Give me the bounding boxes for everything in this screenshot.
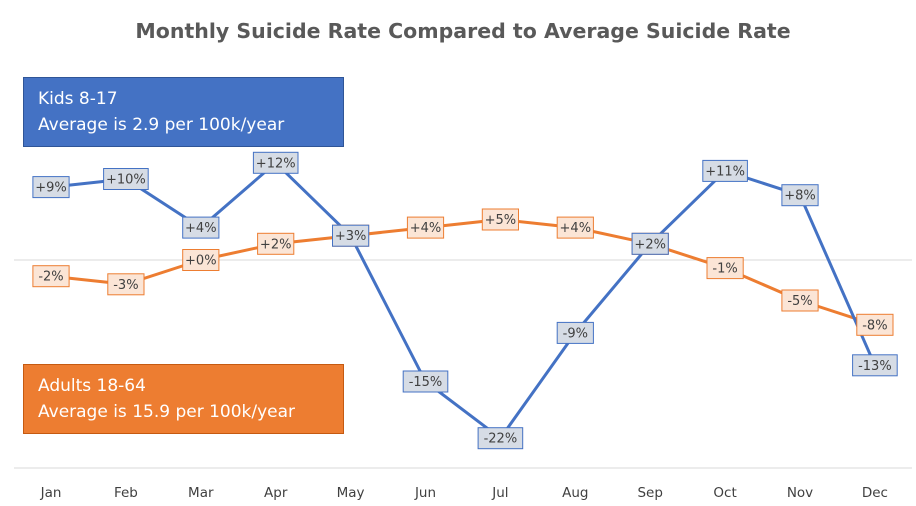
adults-label-jan: -2%	[32, 265, 70, 288]
kids-label-jul: -22%	[477, 427, 524, 450]
kids-label-text: +11%	[705, 164, 745, 179]
x-tick-mar: Mar	[188, 485, 214, 501]
adults-label-text: -5%	[787, 294, 812, 309]
x-tick-oct: Oct	[713, 485, 736, 501]
kids-legend-box: Kids 8-17 Average is 2.9 per 100k/year	[23, 77, 344, 147]
kids-label-text: +4%	[185, 221, 217, 236]
kids-label-box	[702, 159, 748, 182]
adults-label-oct: -1%	[706, 257, 744, 280]
adults-label-box	[706, 257, 744, 280]
kids-label-box	[252, 151, 299, 174]
x-tick-apr: Apr	[264, 485, 288, 501]
data-labels: -2% -3% +0% +2% +3% +4% +5% +4% +2% -1% -5% -8% +9% +…	[32, 151, 898, 450]
kids-label-may: +3%	[332, 224, 370, 247]
kids-label-jun: -15%	[402, 370, 449, 393]
x-tick-jan: Jan	[40, 485, 62, 501]
kids-label-box	[32, 176, 70, 199]
kids-label-text: +8%	[784, 189, 816, 204]
kids-label-text: +9%	[35, 181, 67, 196]
kids-label-mar: +4%	[182, 216, 220, 239]
adults-label-text: -8%	[862, 318, 887, 333]
adults-label-box	[481, 208, 519, 231]
adults-label-nov: -5%	[781, 289, 819, 312]
kids-label-box	[556, 321, 594, 344]
adults-label-mar: +0%	[182, 249, 220, 271]
kids-label-aug: -9%	[556, 321, 594, 344]
adults-label-box	[257, 232, 295, 255]
adults-legend-box: Adults 18-64 Average is 15.9 per 100k/ye…	[23, 364, 344, 434]
x-tick-feb: Feb	[114, 485, 138, 501]
kids-label-jan: +9%	[32, 176, 70, 199]
kids-label-box	[477, 427, 524, 450]
adults-label-text: +5%	[485, 213, 517, 228]
kids-label-dec: -13%	[852, 354, 898, 377]
adults-label-text: +0%	[185, 254, 217, 269]
adults-series-name: Adults 18-64	[38, 376, 146, 396]
kids-label-box	[332, 224, 370, 247]
kids-label-box	[781, 184, 819, 207]
adults-label-jun: +4%	[406, 216, 445, 239]
kids-label-text: +10%	[106, 173, 146, 188]
kids-label-text: +2%	[634, 237, 666, 252]
kids-label-text: -15%	[409, 375, 443, 390]
kids-label-box	[402, 370, 449, 393]
adults-label-text: +2%	[260, 237, 292, 252]
adults-label-text: +4%	[410, 221, 442, 236]
kids-label-text: -22%	[484, 432, 518, 447]
chart-title: Monthly Suicide Rate Compared to Average…	[135, 19, 790, 43]
kids-label-box	[852, 354, 898, 377]
kids-label-text: +3%	[335, 229, 367, 244]
x-axis-ticks: Jan Feb Mar Apr May Jun Jul Aug Sep Oct Nov Dec	[40, 485, 888, 501]
adults-label-box	[781, 289, 819, 312]
kids-label-nov: +8%	[781, 184, 819, 207]
adults-average-note: Average is 15.9 per 100k/year	[38, 402, 296, 422]
x-tick-jul: Jul	[491, 485, 508, 501]
kids-label-sep: +2%	[631, 232, 669, 255]
adults-label-box	[406, 216, 445, 239]
kids-label-text: -13%	[858, 359, 892, 374]
kids-label-box	[631, 232, 669, 255]
x-tick-may: May	[337, 485, 365, 501]
kids-label-box	[182, 216, 220, 239]
kids-label-oct: +11%	[702, 159, 748, 182]
x-tick-jun: Jun	[414, 485, 436, 501]
adults-label-aug: +4%	[556, 216, 594, 239]
x-tick-nov: Nov	[787, 485, 813, 501]
adults-label-text: -1%	[712, 262, 737, 277]
adults-label-box	[107, 273, 145, 296]
kids-label-feb: +10%	[103, 168, 149, 190]
adults-label-text: -2%	[38, 270, 63, 285]
adults-label-dec: -8%	[856, 313, 894, 336]
kids-label-apr: +12%	[252, 151, 299, 174]
adults-label-text: +4%	[560, 221, 592, 236]
adults-label-box	[556, 216, 594, 239]
kids-series-name: Kids 8-17	[38, 89, 118, 109]
adults-label-box	[182, 249, 220, 271]
adults-label-feb: -3%	[107, 273, 145, 296]
adults-label-apr: +2%	[257, 232, 295, 255]
x-tick-aug: Aug	[562, 485, 588, 501]
adults-label-text: -3%	[113, 278, 138, 293]
adults-label-box	[856, 313, 894, 336]
kids-label-text: +12%	[256, 156, 296, 171]
x-tick-dec: Dec	[862, 485, 888, 501]
kids-label-text: -9%	[563, 326, 588, 341]
adults-series-line	[50, 218, 876, 327]
x-tick-sep: Sep	[637, 485, 662, 501]
adults-label-box	[32, 265, 70, 288]
kids-average-note: Average is 2.9 per 100k/year	[38, 115, 285, 135]
adults-label-jul: +5%	[481, 208, 519, 231]
kids-label-box	[103, 168, 149, 190]
